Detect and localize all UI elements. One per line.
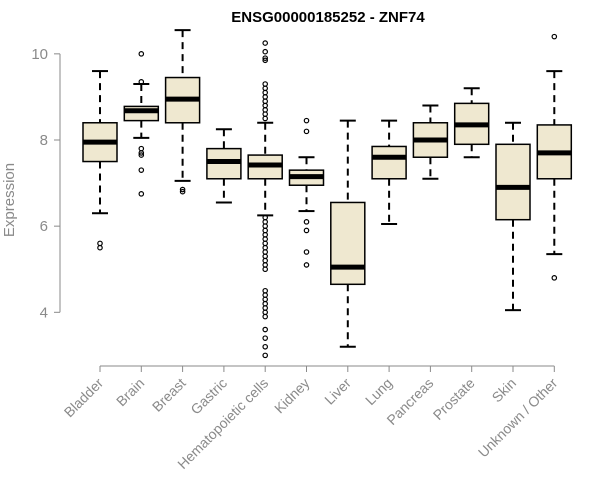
outlier-point — [262, 352, 269, 359]
box-skin — [495, 121, 531, 312]
y-tick-label: 10 — [31, 46, 48, 63]
outlier-point — [97, 244, 103, 251]
box-bladder — [82, 70, 118, 251]
box-brain — [123, 51, 160, 197]
y-axis-label: Expression — [1, 163, 18, 237]
iqr-box — [495, 143, 531, 221]
outlier-point — [262, 55, 269, 61]
y-axis: 4 6 8 10 — [31, 46, 61, 321]
outlier-point — [262, 40, 269, 46]
box-pancreas — [412, 104, 449, 180]
boxes-layer — [82, 29, 573, 359]
outlier-point — [303, 128, 310, 135]
outlier-point — [262, 48, 269, 55]
iqr-box — [330, 201, 366, 286]
iqr-box — [371, 145, 407, 180]
x-tick-label: Prostate — [430, 375, 478, 423]
outlier-point — [303, 249, 310, 255]
outlier-point — [551, 275, 558, 281]
outlier-point — [262, 335, 269, 341]
outlier-point — [262, 115, 269, 122]
x-tick-label: Brain — [113, 375, 147, 409]
outlier-point — [138, 191, 145, 197]
outlier-point — [303, 227, 310, 234]
box-kidney — [288, 117, 325, 268]
outlier-point — [179, 188, 186, 195]
outlier-point — [262, 57, 269, 64]
chart-title: ENSG00000185252 - ZNF74 — [231, 9, 425, 26]
outlier-point — [262, 343, 269, 350]
outlier-point — [303, 219, 310, 225]
outlier-point — [138, 167, 145, 173]
x-tick-label: Breast — [149, 375, 189, 415]
outlier-point — [262, 326, 269, 333]
outlier-point — [551, 33, 558, 40]
x-tick-label: Lung — [362, 375, 395, 408]
box-lung — [371, 119, 407, 225]
box-hematopoietic-cells — [247, 40, 283, 359]
outlier-point — [303, 117, 310, 124]
box-liver — [330, 119, 366, 348]
outlier-point — [138, 152, 145, 158]
outlier-point — [138, 150, 145, 156]
outlier-point — [138, 79, 145, 85]
box-breast — [164, 29, 201, 195]
outlier-point — [138, 51, 145, 57]
x-tick-label: Skin — [489, 375, 520, 406]
y-tick-label: 6 — [40, 218, 48, 235]
box-unknown-other — [536, 33, 573, 281]
box-gastric — [206, 128, 242, 204]
y-tick-label: 4 — [40, 304, 48, 321]
y-tick-label: 8 — [40, 132, 48, 149]
x-tick-label: Liver — [321, 375, 354, 408]
x-tick-label: Bladder — [61, 375, 107, 421]
outlier-point — [262, 313, 269, 320]
outlier-point — [179, 186, 186, 193]
box-prostate — [453, 87, 490, 159]
outlier-point — [262, 266, 269, 273]
x-tick-label: Kidney — [271, 375, 313, 417]
outlier-point — [303, 262, 310, 268]
